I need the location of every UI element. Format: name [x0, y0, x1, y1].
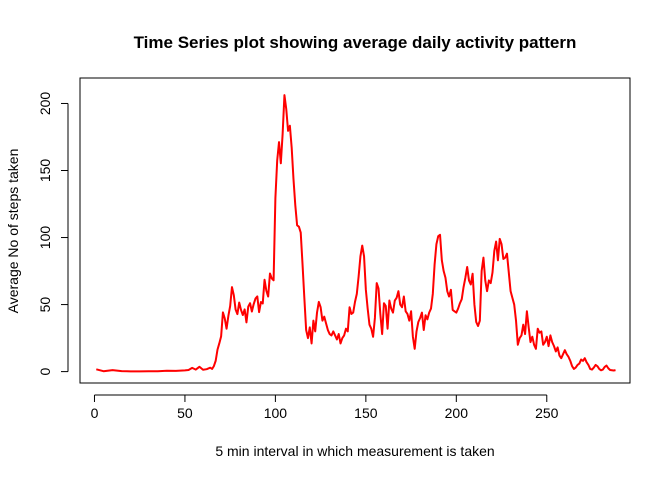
y-tick-label: 200 [37, 92, 53, 116]
x-tick-label: 0 [91, 405, 99, 421]
x-tick-label: 150 [354, 405, 378, 421]
y-tick-label: 50 [37, 297, 53, 313]
chart-title: Time Series plot showing average daily a… [134, 33, 577, 52]
x-axis-label: 5 min interval in which measurement is t… [215, 443, 494, 459]
x-axis: 0 50 100 150 200 250 [91, 394, 559, 421]
x-tick-label: 100 [264, 405, 288, 421]
y-tick-label: 100 [37, 226, 53, 250]
x-tick-label: 50 [177, 405, 193, 421]
x-tick-label: 200 [445, 405, 469, 421]
y-tick-label: 150 [37, 159, 53, 183]
y-tick-label: 0 [37, 368, 53, 376]
x-tick-label: 250 [535, 405, 559, 421]
y-axis: 0 50 100 150 200 [37, 92, 69, 376]
y-axis-label: Average No of steps taken [5, 149, 21, 314]
series-line [96, 94, 616, 373]
plot-frame [79, 77, 631, 384]
